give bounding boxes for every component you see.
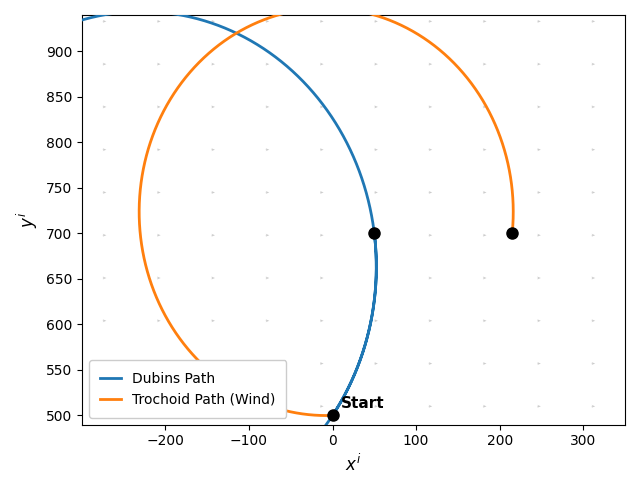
Legend: Dubins Path, Trochoid Path (Wind): Dubins Path, Trochoid Path (Wind)	[89, 361, 286, 417]
Trochoid Path (Wind)	[509, 212, 517, 218]
X-axis label: $x^i$: $x^i$	[346, 454, 362, 475]
Dubins Path	[308, 440, 316, 446]
Dubins Path	[369, 218, 376, 224]
Trochoid Path (Wind)	[508, 230, 516, 236]
Trochoid Path (Wind)	[229, 386, 237, 392]
Dubins Path	[138, 9, 146, 15]
Trochoid Path (Wind)	[141, 157, 149, 163]
Y-axis label: $y^i$: $y^i$	[15, 212, 40, 228]
Trochoid Path (Wind)	[329, 413, 337, 418]
Trochoid Path (Wind)	[187, 349, 195, 355]
Dubins Path	[332, 120, 339, 126]
Dubins Path	[329, 413, 337, 418]
Trochoid Path (Wind)	[323, 413, 330, 418]
Trochoid Path (Wind)	[323, 5, 330, 11]
Dubins Path	[372, 265, 380, 270]
Dubins Path	[371, 230, 378, 236]
Trochoid Path (Wind)	[486, 110, 493, 116]
Text: Start: Start	[341, 396, 385, 411]
Line: Trochoid Path (Wind): Trochoid Path (Wind)	[139, 8, 513, 416]
Trochoid Path (Wind)	[156, 117, 163, 123]
Dubins Path	[24, 41, 31, 47]
Line: Dubins Path: Dubins Path	[0, 12, 376, 490]
